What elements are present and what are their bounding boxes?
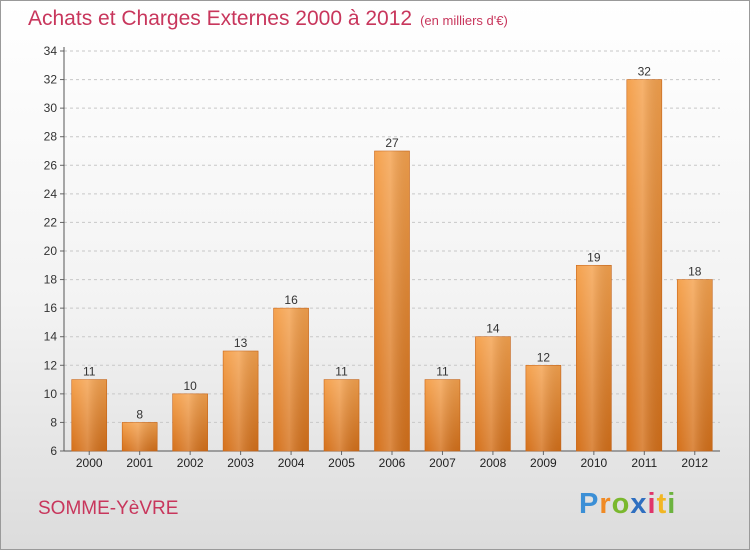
y-tick-label: 28 bbox=[44, 130, 58, 144]
chart-unit: (en milliers d'€) bbox=[420, 13, 508, 28]
y-tick-label: 32 bbox=[44, 73, 58, 87]
x-tick-label: 2012 bbox=[681, 456, 708, 470]
y-tick-label: 10 bbox=[44, 387, 58, 401]
y-tick-label: 16 bbox=[44, 301, 58, 315]
y-tick-label: 8 bbox=[50, 415, 57, 429]
bar-shine bbox=[374, 151, 410, 451]
x-tick-label: 2004 bbox=[278, 456, 305, 470]
x-tick-label: 2010 bbox=[580, 456, 607, 470]
logo-letter: r bbox=[599, 488, 612, 520]
x-tick-label: 2011 bbox=[631, 456, 657, 470]
y-tick-label: 14 bbox=[44, 330, 58, 344]
bar-shine bbox=[677, 279, 713, 451]
bar-value-label: 12 bbox=[537, 350, 551, 364]
proxiti-logo[interactable]: Proxiti bbox=[579, 488, 676, 521]
bar-value-label: 11 bbox=[335, 365, 348, 379]
x-tick-label: 2000 bbox=[76, 456, 103, 470]
y-tick-label: 18 bbox=[44, 273, 58, 287]
y-tick-label: 22 bbox=[44, 215, 58, 229]
y-tick-label: 20 bbox=[44, 244, 58, 258]
x-tick-label: 2006 bbox=[379, 456, 406, 470]
logo-letter: t bbox=[656, 488, 668, 520]
bar-value-label: 11 bbox=[436, 365, 449, 379]
bar-value-label: 14 bbox=[486, 322, 500, 336]
bar-value-label: 8 bbox=[136, 407, 143, 421]
x-tick-label: 2005 bbox=[328, 456, 355, 470]
x-tick-label: 2009 bbox=[530, 456, 557, 470]
x-tick-label: 2002 bbox=[177, 456, 204, 470]
bar-value-label: 11 bbox=[83, 365, 96, 379]
bar-value-label: 32 bbox=[638, 65, 652, 79]
chart-title-text: Achats et Charges Externes 2000 à 2012 bbox=[28, 7, 413, 30]
logo-letter: i bbox=[667, 488, 677, 520]
bar-shine bbox=[324, 379, 360, 451]
x-tick-label: 2001 bbox=[126, 456, 153, 470]
bar-shine bbox=[525, 365, 561, 451]
x-tick-label: 2003 bbox=[227, 456, 254, 470]
bar-value-label: 19 bbox=[587, 250, 601, 264]
bar-shine bbox=[172, 393, 208, 451]
y-tick-label: 26 bbox=[44, 158, 58, 172]
chart-title: Achats et Charges Externes 2000 à 2012 (e… bbox=[28, 7, 508, 31]
logo-letter: i bbox=[647, 488, 657, 520]
bar-value-label: 13 bbox=[234, 336, 248, 350]
bar-value-label: 10 bbox=[183, 379, 197, 393]
logo-letter: x bbox=[630, 488, 648, 520]
bars: 11 8 10 13 16 11 27 11 14 12 19 32 18 bbox=[71, 65, 713, 452]
y-tick-label: 12 bbox=[44, 358, 58, 372]
bar-value-label: 27 bbox=[385, 136, 399, 150]
logo-letter: P bbox=[579, 488, 600, 520]
bar-shine bbox=[71, 379, 107, 451]
bar-shine bbox=[424, 379, 460, 451]
bar-shine bbox=[273, 308, 309, 451]
x-axis: 2000 2001 2002 2003 2004 2005 2006 2007 2008 2009… bbox=[76, 451, 708, 470]
bar-shine bbox=[122, 422, 158, 451]
city-name: SOMME-YèVRE bbox=[38, 498, 179, 519]
bar-shine bbox=[223, 351, 259, 451]
bar-shine bbox=[475, 336, 511, 451]
x-tick-label: 2007 bbox=[429, 456, 456, 470]
x-tick-label: 2008 bbox=[480, 456, 507, 470]
bar-shine bbox=[626, 79, 662, 452]
bar-shine bbox=[576, 265, 612, 451]
y-tick-label: 6 bbox=[50, 444, 57, 458]
bar-value-label: 16 bbox=[284, 293, 298, 307]
bar-value-label: 18 bbox=[688, 265, 702, 279]
y-tick-label: 34 bbox=[44, 44, 58, 58]
y-tick-label: 30 bbox=[44, 101, 58, 115]
logo-letter: o bbox=[611, 488, 631, 520]
y-tick-label: 24 bbox=[44, 187, 58, 201]
